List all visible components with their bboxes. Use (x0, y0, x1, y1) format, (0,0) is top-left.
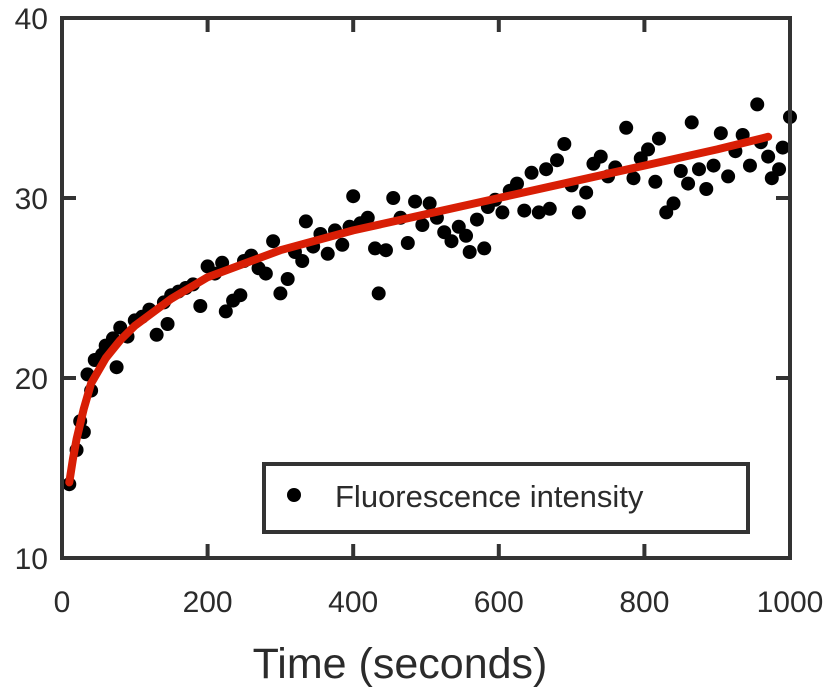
data-point (320, 246, 335, 261)
data-point (684, 115, 699, 130)
data-point (641, 142, 656, 157)
data-point (295, 254, 310, 268)
data-point (699, 182, 714, 196)
data-point (775, 140, 790, 155)
data-point (579, 185, 594, 200)
data-point (459, 228, 474, 243)
data-point (761, 149, 776, 164)
data-point (298, 214, 313, 229)
data-point (619, 120, 634, 135)
data-point (109, 360, 124, 375)
data-point (673, 164, 688, 178)
data-point (280, 272, 295, 286)
data-point (408, 194, 423, 209)
data-point (462, 245, 477, 259)
y-tick-label: 30 (15, 183, 48, 216)
data-point (571, 205, 586, 220)
data-point (706, 158, 721, 173)
y-tick-label: 40 (15, 3, 48, 36)
data-point (400, 236, 415, 250)
data-point (444, 234, 459, 249)
y-tick-label: 10 (15, 543, 48, 576)
data-point (477, 241, 492, 256)
data-point (193, 299, 208, 313)
data-point (666, 196, 681, 211)
x-tick-label: 800 (619, 586, 669, 619)
data-point (378, 243, 393, 258)
data-point (273, 286, 288, 301)
data-point (648, 174, 663, 189)
legend-marker (287, 488, 301, 502)
data-point (750, 97, 765, 112)
x-axis-label: Time (seconds) (253, 640, 548, 688)
data-point (550, 153, 565, 168)
data-point (510, 176, 524, 191)
data-point (557, 137, 572, 151)
fit-line (65, 132, 773, 487)
data-point (692, 162, 706, 177)
y-tick-label: 20 (15, 363, 48, 396)
data-point (742, 158, 757, 173)
data-point (593, 149, 608, 164)
data-point (422, 196, 437, 211)
data-point (160, 317, 175, 331)
x-tick-label: 600 (474, 586, 524, 619)
data-point (346, 189, 361, 204)
data-point (415, 218, 430, 232)
data-point (149, 327, 164, 342)
data-point (360, 210, 375, 225)
data-point (531, 205, 546, 220)
x-tick-label: 200 (183, 586, 233, 619)
data-point (651, 131, 666, 146)
data-point (542, 201, 557, 216)
data-point (218, 304, 233, 319)
data-point (539, 162, 554, 177)
data-point (368, 241, 383, 256)
data-point (713, 126, 728, 141)
data-point (233, 288, 248, 303)
legend-label: Fluorescence intensity (335, 479, 644, 514)
x-tick-label: 1000 (757, 586, 824, 619)
data-point (517, 203, 532, 218)
x-tick-label: 0 (54, 586, 71, 619)
data-point (258, 266, 273, 281)
data-point (469, 212, 484, 227)
data-point (266, 234, 281, 249)
data-point (371, 286, 386, 301)
x-tick-label: 400 (328, 586, 378, 619)
data-point (772, 162, 787, 177)
data-point (681, 176, 696, 191)
plot-frame (60, 16, 792, 560)
data-point (335, 237, 350, 252)
data-point (524, 165, 539, 180)
data-point (626, 171, 641, 186)
data-point (386, 191, 401, 205)
legend-box (262, 462, 750, 534)
legend: Fluorescence intensity (262, 462, 750, 534)
data-point (721, 169, 736, 184)
data-point (495, 205, 510, 220)
